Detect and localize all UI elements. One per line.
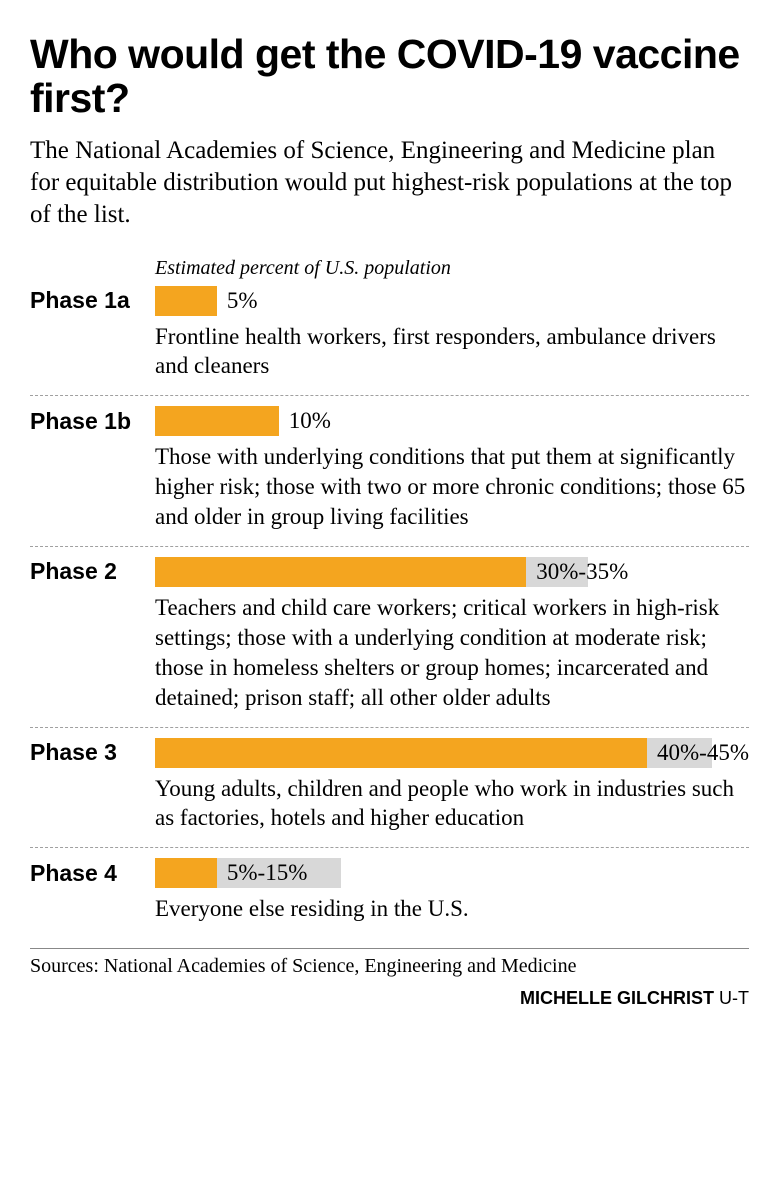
footer-rule: Sources: National Academies of Science, … [30, 948, 749, 1009]
phase-label: Phase 1a [30, 287, 155, 314]
phase-label: Phase 1b [30, 408, 155, 435]
credit-org: U-T [714, 988, 749, 1008]
credit-name: MICHELLE GILCHRIST [520, 988, 714, 1008]
bar-wrap: 40%-45% [155, 738, 749, 768]
subhead: The National Academies of Science, Engin… [30, 135, 749, 231]
bar-fg [155, 557, 526, 587]
value-label: 30%-35% [526, 559, 628, 585]
phase-description: Frontline health workers, first responde… [155, 322, 749, 382]
headline: Who would get the COVID-19 vaccine first… [30, 32, 749, 121]
value-label: 5%-15% [217, 860, 307, 886]
sources-line: Sources: National Academies of Science, … [30, 955, 749, 978]
phase-row: Phase 1b 10% Those with underlying conditi… [30, 406, 749, 547]
phase-label: Phase 3 [30, 739, 155, 766]
value-label: 10% [279, 408, 331, 434]
phase-description: Teachers and child care workers; critica… [155, 593, 749, 713]
bar-line: Phase 4 5%-15% [30, 858, 749, 888]
credit-line: MICHELLE GILCHRIST U-T [30, 988, 749, 1009]
phase-row: Phase 1a 5% Frontline health workers, firs… [30, 286, 749, 397]
bar-wrap: 5%-15% [155, 858, 749, 888]
value-label: 5% [217, 288, 258, 314]
bar-fg [155, 858, 217, 888]
bar-line: Phase 3 40%-45% [30, 738, 749, 768]
chart-caption: Estimated percent of U.S. population [155, 257, 749, 280]
bar-wrap: 5% [155, 286, 749, 316]
phase-row: Phase 3 40%-45% Young adults, children and… [30, 738, 749, 849]
phase-row: Phase 2 30%-35% Teachers and child care wo… [30, 557, 749, 728]
bar-line: Phase 2 30%-35% [30, 557, 749, 587]
phases-container: Phase 1a 5% Frontline health workers, firs… [30, 286, 749, 939]
bar-fg [155, 738, 647, 768]
phase-label: Phase 2 [30, 558, 155, 585]
chart-area: Estimated percent of U.S. population Pha… [30, 257, 749, 939]
bar-wrap: 10% [155, 406, 749, 436]
phase-label: Phase 4 [30, 860, 155, 887]
phase-description: Everyone else residing in the U.S. [155, 894, 749, 924]
phase-row: Phase 4 5%-15% Everyone else residing in t… [30, 858, 749, 938]
phase-description: Young adults, children and people who wo… [155, 774, 749, 834]
bar-fg [155, 406, 279, 436]
value-label: 40%-45% [647, 740, 749, 766]
bar-fg [155, 286, 217, 316]
bar-line: Phase 1b 10% [30, 406, 749, 436]
bar-line: Phase 1a 5% [30, 286, 749, 316]
bar-wrap: 30%-35% [155, 557, 749, 587]
phase-description: Those with underlying conditions that pu… [155, 442, 749, 532]
